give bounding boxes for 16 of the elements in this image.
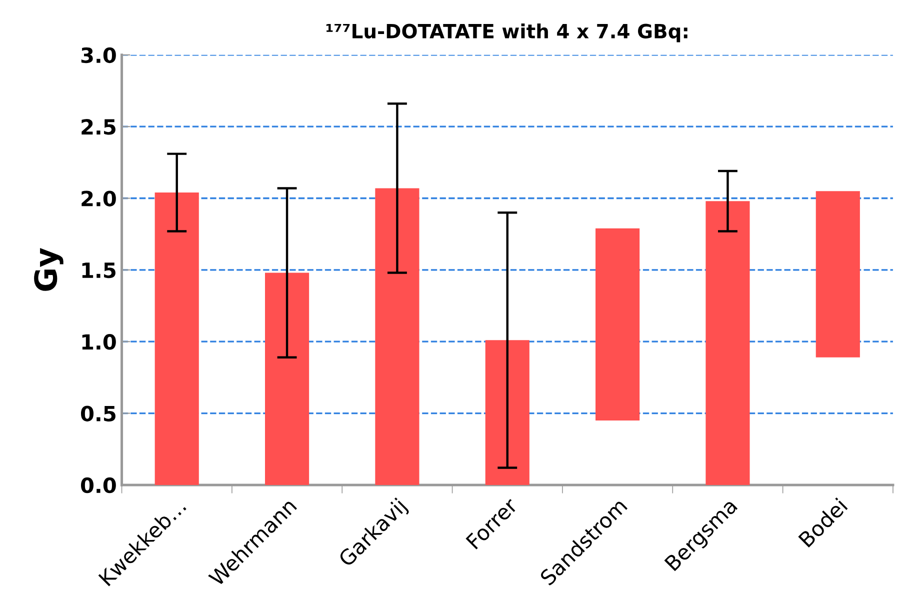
bar xyxy=(375,188,420,485)
y-tick-label: 0.5 xyxy=(81,406,116,422)
y-tick-label: 1.0 xyxy=(82,334,116,350)
y-tick-label: 2.0 xyxy=(82,190,116,206)
y-tick-label: 3.0 xyxy=(81,47,116,64)
y-tick-label: 0.0 xyxy=(81,477,116,494)
bar xyxy=(154,192,199,485)
y-axis-title: Gy xyxy=(34,248,64,291)
y-tick-label: 2.5 xyxy=(82,119,116,135)
bar xyxy=(264,272,310,485)
bar xyxy=(706,201,750,485)
bar xyxy=(485,340,530,485)
bar xyxy=(596,228,640,420)
chart-title: ¹⁷⁷Lu-DOTATATE with 4 x 7.4 GBq: xyxy=(326,23,688,42)
bar xyxy=(816,191,860,358)
y-tick-label: 1.5 xyxy=(82,262,116,278)
